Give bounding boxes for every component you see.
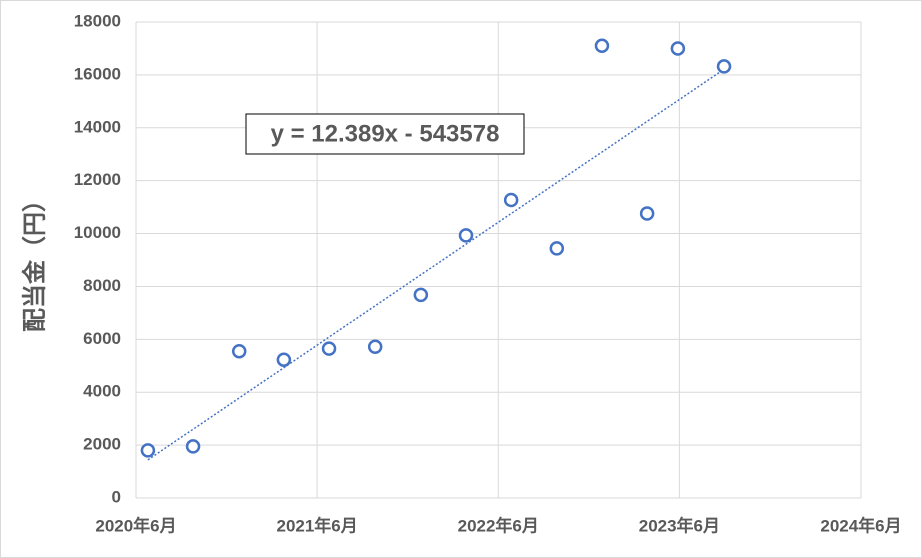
point — [716, 59, 732, 74]
y-tick-label: 0 — [112, 487, 121, 506]
x-tick-label: 2022年6月 — [458, 515, 539, 535]
point — [503, 192, 519, 208]
point — [231, 343, 247, 359]
y-tick-label: 10000 — [74, 223, 121, 242]
point — [185, 439, 201, 454]
point — [458, 228, 474, 243]
point — [413, 287, 429, 303]
point — [367, 339, 383, 354]
point — [639, 206, 655, 221]
y-tick-label: 12000 — [74, 170, 121, 189]
point — [594, 38, 610, 54]
point — [321, 341, 337, 356]
x-tick-label: 2020年6月 — [95, 515, 176, 535]
point — [276, 352, 292, 367]
x-tick-label: 2024年6月 — [820, 515, 901, 535]
annotation: y = 12.389x - 543578 — [271, 120, 500, 147]
y-axis-label: 配当金（円） — [20, 188, 48, 332]
point — [549, 241, 565, 256]
y-tick-label: 18000 — [74, 11, 121, 30]
y-tick-label: 6000 — [83, 329, 121, 348]
y-tick-label: 14000 — [74, 117, 121, 136]
x-tick-label: 2023年6月 — [639, 515, 720, 535]
x-tick-label: 2021年6月 — [276, 515, 357, 535]
y-tick-label: 4000 — [83, 382, 121, 401]
y-tick-label: 16000 — [74, 64, 121, 83]
point — [140, 443, 156, 458]
y-tick-label: 2000 — [83, 435, 121, 454]
trendline — [147, 68, 725, 461]
annotation-box — [245, 113, 525, 155]
y-tick-label: 8000 — [83, 276, 121, 295]
point — [670, 41, 686, 56]
